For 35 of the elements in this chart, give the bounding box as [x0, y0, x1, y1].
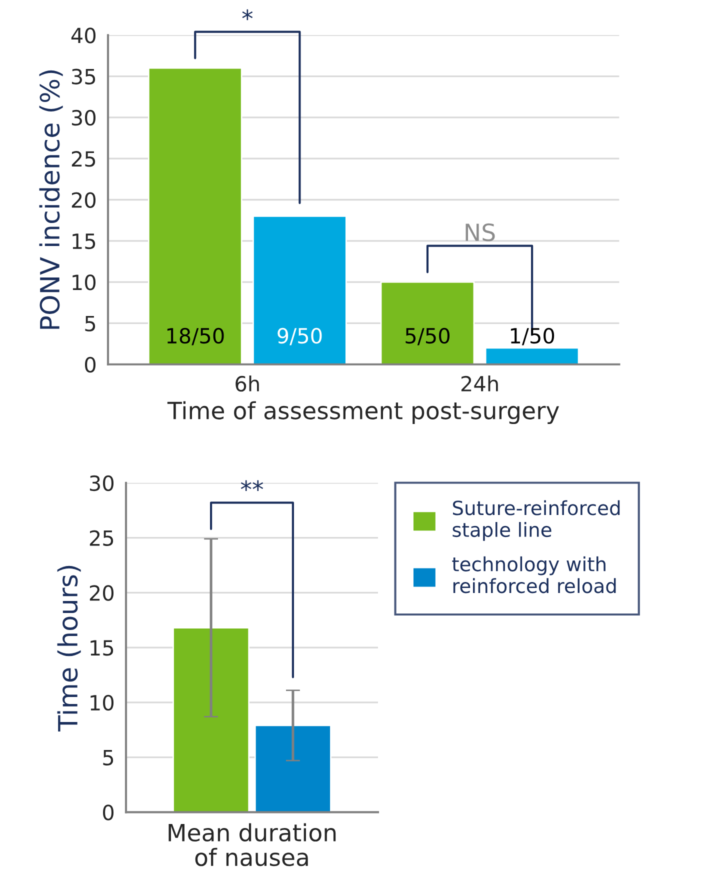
y-tick-label: 0 [103, 804, 114, 820]
y-tick-label: 25 [90, 530, 114, 546]
y-tick-label: 35 [72, 68, 96, 84]
bar [252, 216, 347, 364]
y-tick-label: 15 [72, 234, 96, 250]
y-tick-label: 25 [72, 151, 96, 167]
data-label: 9/50 [278, 328, 322, 346]
text: * [242, 9, 253, 20]
legend-label: Suture-reinforced staple line [452, 500, 620, 541]
x-tick-label: 24h [461, 375, 498, 392]
legend-label: technology with reinforced reload [452, 556, 616, 594]
y-tick-label: 20 [72, 192, 96, 208]
y-axis-title: Time (hours) [57, 566, 81, 732]
bar [484, 347, 580, 364]
y-tick-label: 10 [72, 274, 96, 290]
y-tick-label: 40 [71, 28, 96, 44]
data-label: 1/50 [510, 328, 554, 346]
y-tick-label: 30 [90, 475, 114, 492]
annotation: ** [240, 480, 264, 491]
bar [148, 67, 242, 364]
bar [380, 281, 475, 364]
y-tick-label: 30 [72, 110, 96, 126]
data-label: 5/50 [406, 328, 450, 346]
y-tick-label: 10 [90, 694, 114, 711]
y-axis-title: PONV incidence (%) [39, 70, 63, 329]
x-tick-label: Mean duration of nausea [168, 823, 336, 866]
annotation: NS [466, 223, 495, 242]
y-tick-label: 0 [85, 356, 96, 373]
y-tick-label: 5 [85, 316, 96, 332]
x-tick-label: 6h [236, 375, 259, 392]
y-tick-label: 20 [90, 585, 114, 601]
y-tick-label: 5 [103, 750, 114, 766]
x-axis-title: Time of assessment post-surgery [167, 401, 560, 424]
data-label: 18/50 [167, 328, 224, 346]
y-tick-label: 15 [90, 640, 114, 656]
